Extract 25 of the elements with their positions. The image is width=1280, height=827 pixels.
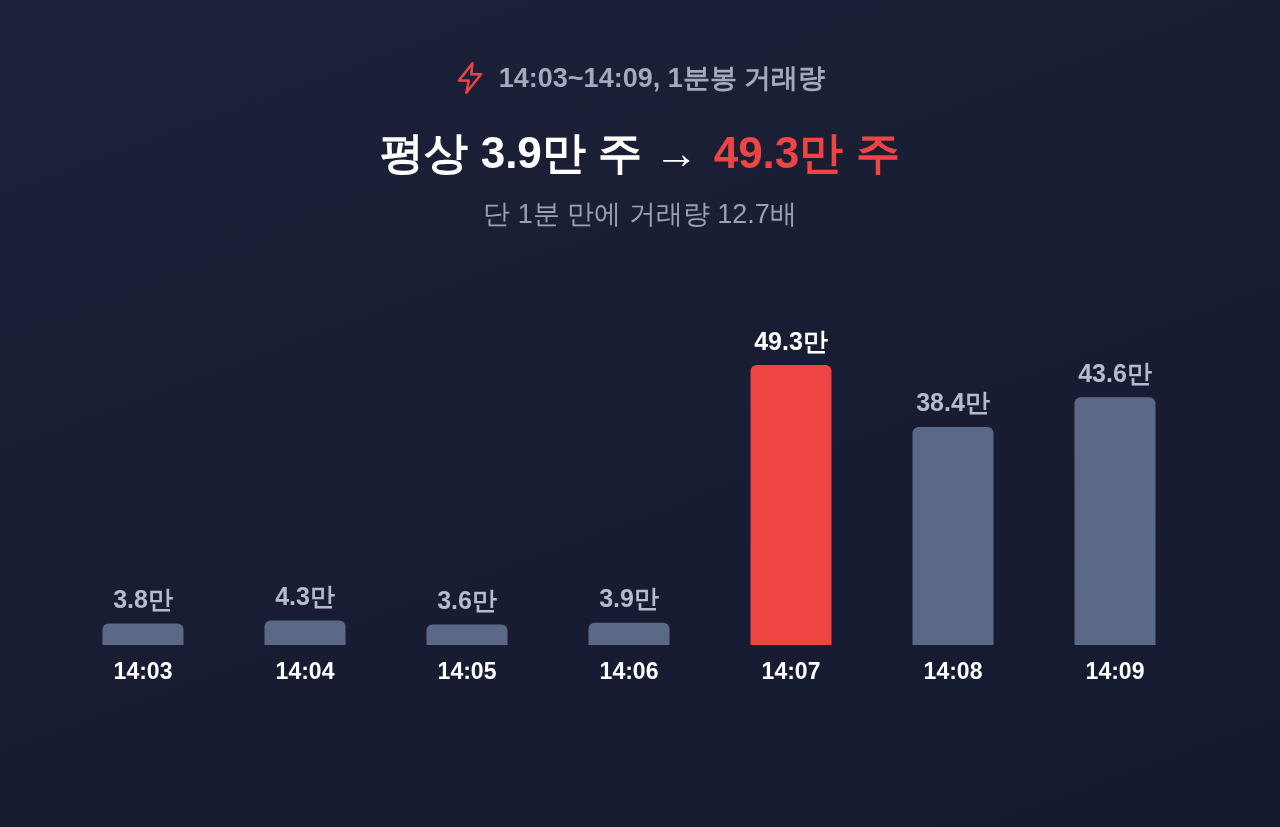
bar [912,426,994,645]
data-label: 43.6만 [1078,358,1152,387]
data-label: 3.9만 [599,584,659,613]
x-tick-label: 14:09 [1085,657,1145,684]
data-label: 49.3만 [754,326,828,355]
text: 평상 3.9만 주 → [380,128,699,177]
bar [102,623,184,645]
bar [426,624,508,645]
x-tick-label: 14:05 [437,657,497,684]
x-tick-label: 14:07 [761,657,821,684]
bar [588,622,670,645]
text: 49.3만 주 [713,128,900,177]
chart-title: 14:03~14:09, 1분봉 거래량 [498,62,826,95]
bar [264,620,346,645]
bar [1074,397,1156,645]
data-label: 38.4만 [916,388,990,417]
data-label: 4.3만 [275,582,335,611]
x-tick-label: 14:04 [275,657,335,684]
chart-subtitle: 단 1분 만에 거래량 12.7배 [482,198,798,231]
x-tick-label: 14:03 [113,657,173,684]
data-label: 3.8만 [113,584,173,613]
bar [750,365,832,645]
data-label: 3.6만 [437,586,497,615]
x-tick-label: 14:06 [599,657,659,684]
x-tick-label: 14:08 [923,657,983,684]
